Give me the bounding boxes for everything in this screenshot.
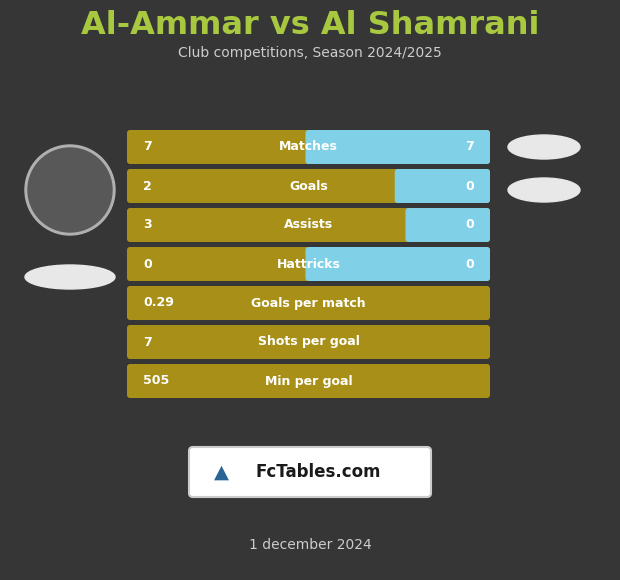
FancyBboxPatch shape (306, 247, 490, 281)
Text: 7: 7 (143, 335, 152, 349)
Text: Min per goal: Min per goal (265, 375, 352, 387)
Text: Al-Ammar vs Al Shamrani: Al-Ammar vs Al Shamrani (81, 9, 539, 41)
Text: 7: 7 (465, 140, 474, 154)
FancyBboxPatch shape (395, 169, 490, 203)
FancyBboxPatch shape (127, 364, 490, 398)
Text: ▲: ▲ (213, 462, 229, 481)
Text: Matches: Matches (279, 140, 338, 154)
FancyBboxPatch shape (127, 325, 490, 359)
FancyBboxPatch shape (306, 130, 490, 164)
Text: 1 december 2024: 1 december 2024 (249, 538, 371, 552)
Ellipse shape (508, 135, 580, 159)
FancyBboxPatch shape (127, 208, 490, 242)
Text: 0.29: 0.29 (143, 296, 174, 310)
FancyBboxPatch shape (127, 169, 490, 203)
Text: FcTables.com: FcTables.com (255, 463, 381, 481)
FancyBboxPatch shape (127, 247, 490, 281)
FancyBboxPatch shape (127, 130, 490, 164)
FancyBboxPatch shape (405, 208, 490, 242)
Text: 3: 3 (143, 219, 152, 231)
Text: 0: 0 (465, 258, 474, 270)
Circle shape (28, 148, 112, 232)
Text: 2: 2 (143, 179, 152, 193)
Text: Goals: Goals (289, 179, 328, 193)
Text: 7: 7 (143, 140, 152, 154)
Ellipse shape (25, 265, 115, 289)
Text: Hattricks: Hattricks (277, 258, 340, 270)
Circle shape (25, 145, 115, 235)
Text: Shots per goal: Shots per goal (257, 335, 360, 349)
Text: 505: 505 (143, 375, 169, 387)
Text: 0: 0 (465, 179, 474, 193)
Text: Goals per match: Goals per match (251, 296, 366, 310)
FancyBboxPatch shape (189, 447, 431, 497)
Text: Club competitions, Season 2024/2025: Club competitions, Season 2024/2025 (178, 46, 442, 60)
Ellipse shape (508, 178, 580, 202)
Text: 0: 0 (465, 219, 474, 231)
Text: 0: 0 (143, 258, 152, 270)
Text: Assists: Assists (284, 219, 333, 231)
FancyBboxPatch shape (127, 286, 490, 320)
